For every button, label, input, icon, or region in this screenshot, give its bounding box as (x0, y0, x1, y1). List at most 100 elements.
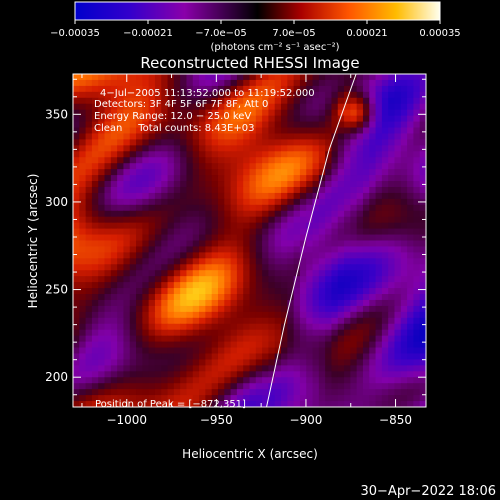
heatmap-cell (199, 192, 206, 200)
heatmap-cell (224, 157, 232, 164)
heatmap-cell (148, 383, 156, 390)
heatmap-cell (407, 359, 414, 366)
heatmap-cell (180, 270, 188, 277)
heatmap-cell (192, 91, 200, 99)
heatmap-cell (337, 377, 345, 384)
heatmap-cell (192, 252, 200, 259)
heatmap-cell (299, 270, 307, 277)
heatmap-cell (388, 258, 396, 265)
heatmap-cell (337, 79, 345, 87)
heatmap-cell (79, 371, 87, 378)
heatmap-cell (217, 115, 225, 123)
heatmap-cell (129, 192, 137, 200)
heatmap-cell (161, 169, 169, 176)
heatmap-cell (117, 270, 125, 277)
heatmap-cell (79, 133, 87, 141)
heatmap-cell (299, 311, 307, 319)
heatmap-cell (407, 371, 414, 378)
heatmap-cell (318, 210, 326, 218)
heatmap-cell (161, 401, 169, 407)
heatmap-cell (142, 109, 150, 117)
heatmap-cell (262, 151, 270, 158)
heatmap-cell (205, 353, 213, 361)
heatmap-cell (167, 329, 175, 337)
heatmap-cell (419, 282, 426, 289)
heatmap-cell (79, 359, 87, 366)
heatmap-cell (274, 246, 282, 253)
heatmap-cell (287, 109, 295, 117)
heatmap-cell (243, 317, 251, 325)
heatmap-cell (306, 317, 314, 325)
heatmap-cell (369, 115, 377, 123)
heatmap-cell (400, 311, 408, 319)
heatmap-cell (110, 401, 118, 407)
heatmap-cell (356, 252, 364, 259)
heatmap-cell (224, 335, 232, 343)
heatmap-cell (73, 252, 80, 259)
heatmap-cell (249, 359, 257, 366)
heatmap-cell (413, 91, 421, 99)
heatmap-cell (142, 323, 150, 331)
heatmap-cell (161, 389, 169, 396)
heatmap-cell (73, 139, 80, 146)
heatmap-cell (199, 264, 206, 271)
heatmap-cell (400, 365, 408, 372)
heatmap-cell (356, 294, 364, 301)
heatmap-cell (331, 383, 339, 390)
heatmap-cell (281, 305, 288, 313)
heatmap-cell (299, 294, 307, 301)
heatmap-cell (255, 270, 263, 277)
heatmap-cell (293, 198, 301, 206)
heatmap-cell (180, 115, 188, 123)
heatmap-cell (369, 169, 377, 176)
heatmap-cell (369, 234, 377, 242)
heatmap-cell (325, 163, 333, 170)
heatmap-cell (117, 91, 125, 99)
heatmap-cell (230, 282, 238, 289)
heatmap-cell (73, 389, 80, 396)
heatmap-cell (375, 311, 383, 319)
heatmap-cell (337, 317, 345, 325)
heatmap-cell (400, 163, 408, 170)
heatmap-cell (274, 175, 282, 182)
heatmap-cell (243, 276, 251, 283)
heatmap-cell (136, 365, 143, 372)
heatmap-cell (381, 169, 389, 176)
heatmap-cell (356, 139, 364, 146)
heatmap-cell (136, 175, 143, 182)
heatmap-cell (255, 85, 263, 93)
heatmap-cell (136, 311, 143, 319)
heatmap-cell (350, 91, 358, 99)
heatmap-cell (312, 97, 320, 105)
heatmap-cell (362, 97, 370, 105)
heatmap-cell (148, 311, 156, 319)
y-axis-label: Heliocentric Y (arcsec) (26, 174, 40, 309)
heatmap-cell (331, 282, 339, 289)
heatmap-cell (344, 121, 351, 129)
heatmap-cell (375, 234, 383, 242)
heatmap-cell (407, 377, 414, 384)
heatmap-cell (217, 121, 225, 129)
heatmap-cell (306, 97, 314, 105)
heatmap-cell (299, 383, 307, 390)
heatmap-cell (312, 133, 320, 141)
heatmap-cell (369, 97, 377, 105)
heatmap-cell (148, 109, 156, 117)
heatmap-cell (287, 383, 295, 390)
heatmap-cell (362, 317, 370, 325)
heatmap-cell (419, 353, 426, 361)
heatmap-cell (73, 103, 80, 111)
heatmap-cell (205, 210, 213, 218)
heatmap-cell (299, 91, 307, 99)
heatmap-cell (161, 103, 169, 111)
heatmap-cell (104, 127, 112, 135)
heatmap-cell (205, 305, 213, 313)
heatmap-cell (318, 347, 326, 355)
heatmap-cell (337, 371, 345, 378)
heatmap-cell (224, 163, 232, 170)
heatmap-cell (123, 133, 131, 141)
heatmap-cell (356, 359, 364, 366)
heatmap-cell (312, 294, 320, 301)
heatmap-cell (255, 139, 263, 146)
heatmap-cell (205, 389, 213, 396)
